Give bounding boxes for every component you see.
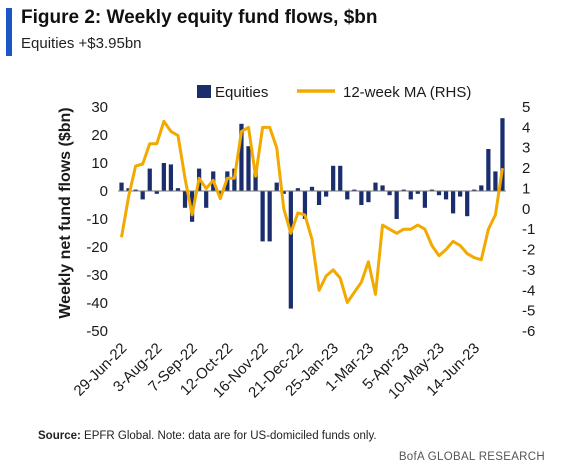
y-tick-label: 10 — [91, 155, 108, 172]
y-tick-label: -10 — [86, 211, 108, 228]
bar — [119, 182, 124, 191]
bar — [126, 188, 131, 191]
bar — [309, 186, 315, 191]
bar — [204, 191, 209, 208]
bar — [458, 191, 463, 197]
bar — [472, 189, 477, 191]
y2-tick-label: 5 — [522, 99, 530, 116]
y-axis-left: -50 -40 -30 -20 -10 0 10 20 30 — [86, 99, 108, 340]
bar — [295, 188, 301, 191]
y-tick-label: -50 — [86, 323, 108, 340]
ma-line — [120, 119, 504, 304]
bar — [175, 188, 181, 191]
bar — [239, 123, 244, 191]
bar — [465, 191, 470, 217]
bar — [401, 189, 406, 191]
bar — [267, 191, 272, 242]
legend-label-ma: 12-week MA (RHS) — [343, 84, 471, 101]
bar — [380, 185, 385, 191]
bar — [366, 191, 371, 203]
bar — [161, 163, 166, 191]
chart-subtitle: Equities +$3.95bn — [21, 35, 142, 52]
bar — [154, 191, 159, 194]
y-axis-label: Weekly net fund flows ($bn) — [57, 107, 74, 318]
bar — [253, 168, 258, 191]
bar — [408, 191, 413, 200]
bar — [147, 168, 152, 191]
line-series-ma — [120, 119, 504, 304]
y-tick-label: -30 — [86, 267, 108, 284]
bar — [168, 164, 174, 191]
bar — [281, 191, 286, 194]
legend-swatch-equities — [197, 85, 211, 98]
bar — [133, 189, 138, 191]
bar — [429, 189, 435, 191]
bar — [493, 171, 498, 191]
chart-title: Figure 2: Weekly equity fund flows, $bn — [21, 7, 378, 28]
bar — [500, 118, 505, 191]
bar — [189, 191, 195, 222]
source-note: Source: EPFR Global. Note: data are for … — [38, 430, 377, 442]
bar — [486, 149, 491, 191]
y-tick-label: -40 — [86, 295, 108, 312]
y-tick-label: -20 — [86, 239, 108, 256]
bar — [316, 191, 322, 205]
y-tick-label: 0 — [100, 183, 108, 200]
bar — [274, 182, 279, 191]
y2-tick-label: -1 — [522, 221, 535, 238]
source-label: Source: — [38, 430, 81, 442]
bar — [218, 191, 223, 197]
y2-tick-label: 4 — [522, 119, 530, 136]
x-axis: 29-Jun-223-Aug-227-Sep-2212-Oct-2216-Nov… — [71, 340, 484, 403]
bar — [246, 146, 251, 191]
bar — [140, 191, 145, 200]
bar — [443, 191, 449, 200]
y2-tick-label: -4 — [522, 282, 535, 299]
title-accent-bar — [6, 8, 12, 56]
chart-legend: Equities 12-week MA (RHS) — [197, 84, 471, 101]
bar — [450, 191, 456, 214]
bar-series-equities — [119, 118, 505, 309]
y2-tick-label: -5 — [522, 303, 535, 320]
bar — [422, 191, 427, 208]
bar — [436, 191, 442, 196]
legend-label-equities: Equities — [215, 84, 268, 101]
y2-tick-label: -6 — [522, 323, 535, 340]
bar — [359, 191, 364, 205]
bar — [288, 191, 293, 309]
bar — [345, 191, 350, 200]
y-axis-right: -6 -5 -4 -3 -2 -1 0 1 2 3 4 5 — [522, 99, 535, 340]
y-tick-label: 30 — [91, 99, 108, 116]
bar — [479, 185, 484, 191]
bar — [323, 191, 329, 197]
brand-footer: BofA GLOBAL RESEARCH — [398, 451, 545, 463]
bar — [338, 165, 343, 191]
bar — [352, 189, 357, 191]
y2-tick-label: 3 — [522, 140, 530, 157]
bar — [394, 191, 399, 219]
bar — [373, 182, 378, 191]
y2-tick-label: 2 — [522, 160, 530, 177]
bar — [387, 191, 392, 196]
y2-tick-label: -2 — [522, 242, 535, 259]
bar — [260, 191, 265, 242]
bar — [182, 191, 188, 208]
y2-tick-label: -3 — [522, 262, 535, 279]
bar — [302, 191, 308, 219]
y-tick-label: 20 — [91, 127, 108, 144]
bar — [331, 165, 336, 191]
bar — [415, 191, 420, 194]
y2-tick-label: 0 — [522, 201, 530, 218]
source-text: EPFR Global. Note: data are for US-domic… — [84, 430, 377, 442]
y2-tick-label: 1 — [522, 180, 530, 197]
